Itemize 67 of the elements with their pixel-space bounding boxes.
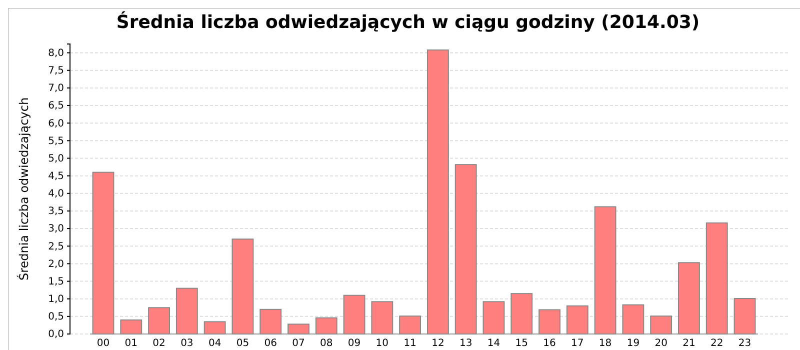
x-tick-label: 21 bbox=[682, 338, 696, 349]
y-tick-label: 3,5 bbox=[48, 206, 64, 218]
y-tick-label: 2,5 bbox=[48, 241, 64, 252]
bar bbox=[204, 321, 226, 334]
x-tick-label: 17 bbox=[571, 338, 584, 349]
y-tick-label: 0,5 bbox=[48, 312, 64, 323]
x-tick-label: 02 bbox=[152, 338, 166, 349]
bar bbox=[148, 307, 170, 334]
x-tick-label: 05 bbox=[236, 338, 250, 349]
bar bbox=[622, 304, 644, 334]
y-tick-label: 6,0 bbox=[48, 118, 64, 130]
y-tick-label: 8,0 bbox=[48, 48, 64, 59]
x-tick-label: 23 bbox=[738, 338, 752, 349]
y-axis-title: Średnia liczba odwiedzających bbox=[16, 97, 31, 281]
x-tick-label: 04 bbox=[208, 338, 222, 349]
bar bbox=[678, 262, 700, 334]
y-tick-label: 1,5 bbox=[48, 276, 64, 288]
y-tick-label: 4,0 bbox=[48, 188, 64, 200]
y-tick-label: 2,0 bbox=[48, 258, 64, 270]
x-tick-label: 11 bbox=[404, 338, 416, 349]
bar bbox=[454, 164, 477, 334]
x-tick-label: 07 bbox=[292, 338, 305, 349]
bar bbox=[288, 324, 310, 334]
x-tick-label: 16 bbox=[543, 338, 556, 349]
bar bbox=[426, 49, 449, 334]
chart-title: Średnia liczba odwiedzających w ciągu godziny (2014.03) bbox=[116, 11, 700, 33]
x-tick-label: 14 bbox=[487, 338, 500, 349]
x-tick-label: 00 bbox=[96, 338, 110, 349]
bar bbox=[260, 308, 282, 334]
bar bbox=[399, 316, 422, 334]
bar bbox=[734, 298, 756, 334]
x-tick-label: 09 bbox=[348, 338, 361, 349]
bar bbox=[176, 288, 198, 334]
y-tick-label: 5,0 bbox=[48, 153, 64, 164]
bar bbox=[371, 301, 394, 334]
x-tick-label: 06 bbox=[264, 338, 277, 349]
x-tick-label: 12 bbox=[432, 338, 444, 349]
x-tick-label: 20 bbox=[654, 338, 668, 349]
x-tick-label: 15 bbox=[515, 338, 528, 349]
y-tick-label: 7,0 bbox=[48, 83, 64, 94]
bar bbox=[315, 317, 338, 334]
bar bbox=[650, 316, 672, 334]
bar bbox=[510, 293, 533, 334]
bar bbox=[482, 301, 505, 334]
y-tick-label: 6,5 bbox=[48, 100, 64, 112]
x-tick-label: 13 bbox=[459, 338, 472, 349]
y-tick-label: 3,0 bbox=[48, 224, 64, 235]
x-tick-label: 22 bbox=[710, 338, 724, 349]
y-tick-label: 0,0 bbox=[48, 329, 64, 340]
y-tick-label: 5,5 bbox=[48, 136, 64, 147]
bar bbox=[120, 319, 142, 334]
bar bbox=[706, 222, 728, 334]
bar bbox=[232, 238, 254, 334]
y-tick-label: 1,0 bbox=[48, 294, 64, 306]
bar bbox=[594, 206, 616, 334]
bar bbox=[92, 172, 114, 334]
x-tick-label: 10 bbox=[376, 338, 389, 349]
x-tick-label: 18 bbox=[598, 338, 612, 349]
bar bbox=[538, 309, 560, 334]
bar bbox=[566, 305, 588, 334]
y-tick-label: 4,5 bbox=[48, 171, 64, 182]
x-tick-label: 19 bbox=[626, 338, 640, 349]
y-tick-label: 7,5 bbox=[48, 66, 64, 77]
x-tick-label: 01 bbox=[124, 338, 138, 349]
bar bbox=[343, 294, 366, 334]
x-tick-label: 03 bbox=[180, 338, 194, 349]
x-tick-label: 08 bbox=[320, 338, 333, 349]
